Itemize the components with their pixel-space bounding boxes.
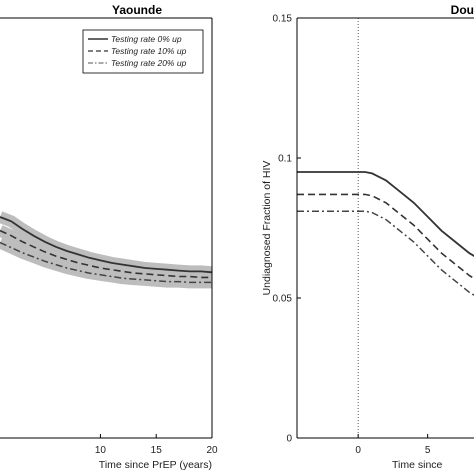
x-tick-label-douala-0: 0 <box>355 445 361 456</box>
y-tick-label-douala-3: 0.15 <box>273 14 293 25</box>
y-axis-label-douala: Undiagnosed Fraction of HIV <box>261 161 273 296</box>
series-lines-yaounde <box>0 216 212 284</box>
x-tick-label-yaounde-1: 15 <box>151 445 163 456</box>
legend-yaounde: Testing rate 0% up Testing rate 10% up T… <box>82 29 204 74</box>
x-tick-label-douala-1: 5 <box>425 445 431 456</box>
legend-label-0: Testing rate 0% up <box>111 34 182 44</box>
x-ticks-yaounde: 10 15 20 <box>95 434 218 456</box>
y-tick-label-douala-1: 0.05 <box>273 294 293 305</box>
chart-title-yaounde: Yaounde <box>112 3 162 17</box>
series-line-yaounde-2 <box>0 241 212 284</box>
legend-label-1: Testing rate 10% up <box>111 46 187 56</box>
uncertainty-bands-yaounde <box>0 211 212 289</box>
x-tick-label-yaounde-2: 20 <box>206 445 218 456</box>
x-axis-label-douala: Time since <box>392 459 443 471</box>
y-tick-label-douala-2: 0.1 <box>278 154 292 165</box>
panel-yaounde: Yaounde 10 15 20 Time since PrEP (years) T… <box>0 3 218 471</box>
chart-title-douala: Dou <box>451 3 474 17</box>
y-tick-label-douala-0: 0 <box>286 434 292 445</box>
series-lines-douala <box>297 171 474 297</box>
legend-box <box>82 29 204 74</box>
series-line-yaounde-1 <box>0 229 212 279</box>
legend-label-2: Testing rate 20% up <box>111 58 187 68</box>
x-axis-label-yaounde: Time since PrEP (years) <box>99 459 212 471</box>
series-line-douala-0 <box>297 171 474 258</box>
series-line-douala-1 <box>297 193 474 280</box>
y-ticks-douala: 0 0.05 0.1 0.15 <box>273 14 301 445</box>
x-tick-label-yaounde-0: 10 <box>95 445 107 456</box>
series-line-yaounde-0 <box>0 216 212 274</box>
series-line-douala-2 <box>297 210 474 297</box>
